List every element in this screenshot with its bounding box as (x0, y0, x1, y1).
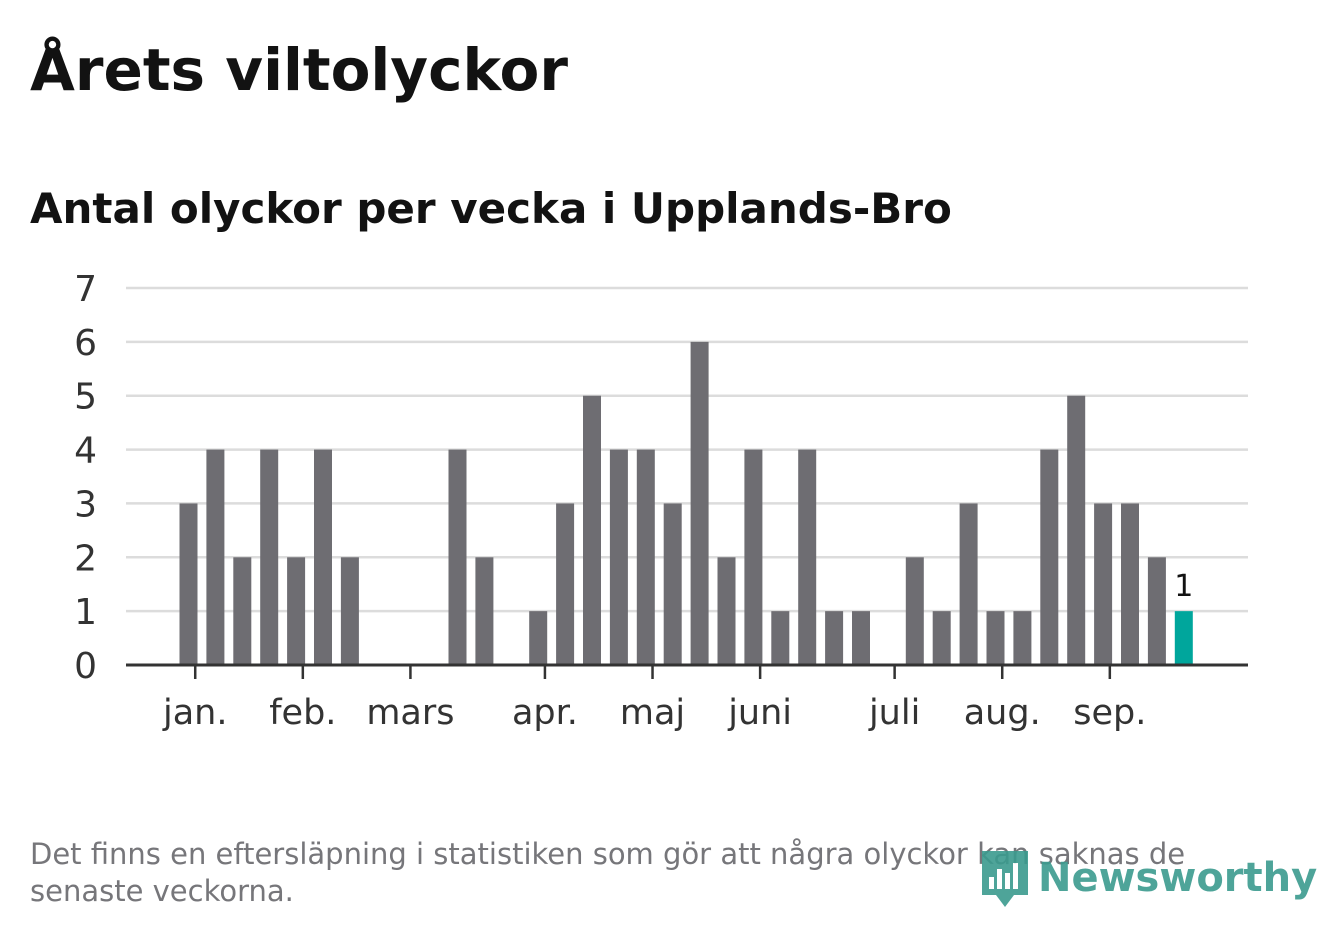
bar-chart: 0 1 2 3 4 5 6 7 1 jan. feb. mars apr. maj juni juli aug.… (74, 269, 1248, 733)
brand-name: Newsworthy (1038, 855, 1318, 901)
bar (932, 611, 951, 665)
bar (1147, 557, 1166, 665)
x-tick-label: aug. (964, 693, 1041, 733)
bar (206, 449, 225, 665)
bar (609, 449, 628, 665)
bar (1067, 395, 1086, 665)
chart-subtitle: Antal olyckor per vecka i Upplands-Bro (30, 184, 952, 233)
bar (771, 611, 790, 665)
bar (556, 503, 575, 665)
x-tick-label: sep. (1073, 693, 1146, 733)
bar (233, 557, 252, 665)
bar (448, 449, 467, 665)
bar (1121, 503, 1139, 665)
bar (717, 557, 736, 665)
chart-title: Årets viltolyckor (30, 36, 568, 104)
bar (314, 449, 332, 665)
bar (663, 503, 682, 665)
bar (959, 503, 978, 665)
bar (690, 341, 709, 665)
x-tick-label: apr. (512, 693, 578, 733)
y-tick-label: 3 (74, 484, 97, 525)
x-tick-label: mars (366, 693, 454, 733)
bar (260, 449, 279, 665)
bar (636, 449, 655, 665)
x-tick-label: maj (620, 693, 685, 733)
y-tick-label: 7 (74, 269, 97, 310)
x-tick-label: jan. (162, 693, 227, 733)
x-tick-label: juli (868, 693, 920, 733)
bar (825, 611, 844, 665)
data-label: 1 (1174, 569, 1193, 604)
bar (798, 449, 817, 665)
x-tick-label: feb. (269, 693, 336, 733)
bar (1040, 449, 1059, 665)
brand-logo[interactable]: Newsworthy (980, 846, 1317, 910)
bar (986, 611, 1005, 665)
bar (583, 395, 601, 665)
y-tick-label: 5 (74, 377, 97, 418)
y-tick-label: 6 (74, 323, 97, 364)
bar (179, 503, 198, 665)
bar (475, 557, 494, 665)
bar (1013, 611, 1032, 665)
bar (744, 449, 763, 665)
newsworthy-logo-icon (982, 851, 1028, 907)
bar (340, 557, 359, 665)
bar (287, 557, 306, 665)
y-tick-label: 2 (74, 538, 97, 579)
bar (529, 611, 548, 665)
bar (852, 611, 870, 665)
y-tick-label: 4 (74, 431, 97, 472)
x-tick-label: juni (727, 693, 792, 733)
y-tick-label: 1 (74, 592, 97, 633)
bar-highlight (1174, 611, 1193, 665)
bar (905, 557, 924, 665)
y-tick-label: 0 (74, 646, 97, 687)
bar (1094, 503, 1113, 665)
